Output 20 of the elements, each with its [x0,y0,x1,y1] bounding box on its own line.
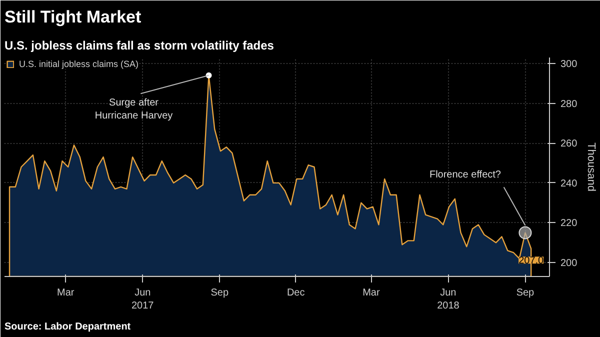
legend-label: U.S. initial jobless claims (SA) [19,59,139,69]
y-tick-label: 240 [560,178,578,190]
y-tick-label: 220 [560,218,578,230]
x-tick-label: Dec [286,288,305,298]
y-tick-label: 300 [560,58,578,70]
y-tick-label: 200 [560,258,578,270]
x-tick-label: Jun 2018 [437,288,460,312]
annotation: Florence effect? [429,170,502,181]
x-tick-label: Jun 2017 [132,288,154,312]
x-tick-label: Sep [516,288,535,298]
x-tick-label: Mar [362,288,380,298]
annotation: Surge after Hurricane Harvey [94,97,173,122]
chart-subtitle: U.S. jobless claims fall as storm volatility fades [4,38,274,52]
source-note: Source: Labor Department [4,322,132,332]
y-axis-title: Thousand [585,142,598,192]
chart-title: Still Tight Market [4,8,142,26]
x-tick-label: Mar [57,288,75,298]
x-tick-label: Sep [210,288,229,298]
y-tick-label: 260 [560,138,578,150]
y-tick-label: 280 [560,98,578,110]
